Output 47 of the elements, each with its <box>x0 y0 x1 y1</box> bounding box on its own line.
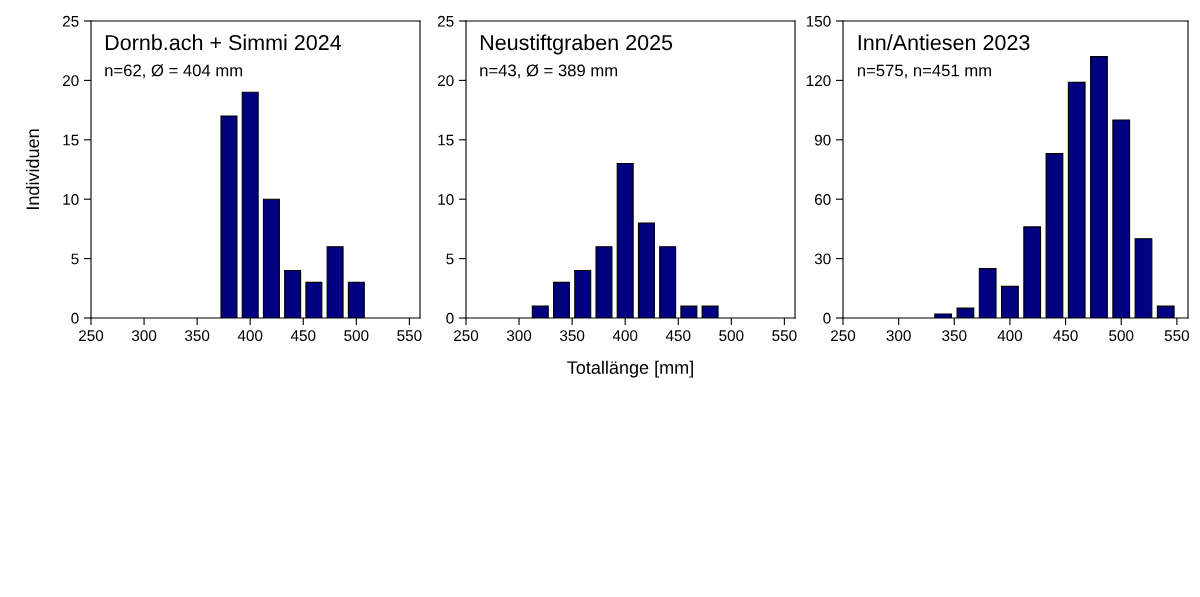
y-tick-label: 60 <box>814 194 831 205</box>
x-tick-label: 300 <box>506 330 532 342</box>
x-tick-label: 400 <box>237 330 263 342</box>
x-tick-label: 400 <box>612 330 638 342</box>
x-tick-label: 500 <box>344 330 369 342</box>
x-tick-label: 300 <box>131 330 157 342</box>
y-tick-label: 120 <box>806 75 831 87</box>
x-tick-label: 300 <box>886 330 911 342</box>
x-tick-label: 450 <box>1053 330 1078 342</box>
y-tick-label: 150 <box>806 15 831 27</box>
text: n=62, Ø = 404 mm <box>105 64 243 79</box>
text: n=575, n=451 mm <box>857 64 991 79</box>
y-tick-label: 25 <box>437 15 454 27</box>
y-axis-title: Individuen <box>25 129 40 209</box>
x-tick-label: 450 <box>665 330 691 342</box>
y-tick-label: 0 <box>446 312 454 324</box>
y-tick-label: 0 <box>71 312 79 324</box>
text: n=43, Ø = 389 mm <box>480 64 618 79</box>
x-tick-label: 550 <box>1164 330 1190 342</box>
y-tick-label: 20 <box>62 75 79 87</box>
chart-title: Dornb.ach + Simmi 2024 <box>105 34 342 51</box>
y-tick-label: 15 <box>63 134 79 146</box>
y-tick-label: 25 <box>62 15 79 27</box>
y-tick-label: 90 <box>814 134 831 146</box>
y-tick-label: 30 <box>814 253 831 265</box>
y-tick-label: 5 <box>446 253 454 265</box>
chart-title: Inn/Antiesen 2023 <box>858 34 1030 51</box>
x-tick-label: 400 <box>997 330 1023 342</box>
x-tick-label: 250 <box>831 330 856 342</box>
x-tick-label: 550 <box>772 330 797 342</box>
y-tick-label: 0 <box>823 312 831 324</box>
x-tick-label: 250 <box>454 330 479 342</box>
x-tick-label: 350 <box>559 330 585 342</box>
x-tick-label: 500 <box>1109 330 1134 342</box>
y-tick-label: 10 <box>63 194 79 205</box>
x-tick-label: 550 <box>397 330 422 342</box>
y-tick-label: 15 <box>438 134 454 146</box>
y-tick-label: 10 <box>438 194 454 205</box>
text: Neustiftgraben 2025 <box>480 34 673 55</box>
y-tick-label: 20 <box>437 75 454 87</box>
x-axis-title: Totallänge [mm] <box>567 360 693 378</box>
y-tick-label: 5 <box>71 253 79 265</box>
x-tick-label: 500 <box>719 330 744 342</box>
x-tick-label: 350 <box>184 330 210 342</box>
x-tick-label: 250 <box>79 330 104 342</box>
x-tick-label: 350 <box>942 330 967 342</box>
x-tick-label: 450 <box>290 330 316 342</box>
